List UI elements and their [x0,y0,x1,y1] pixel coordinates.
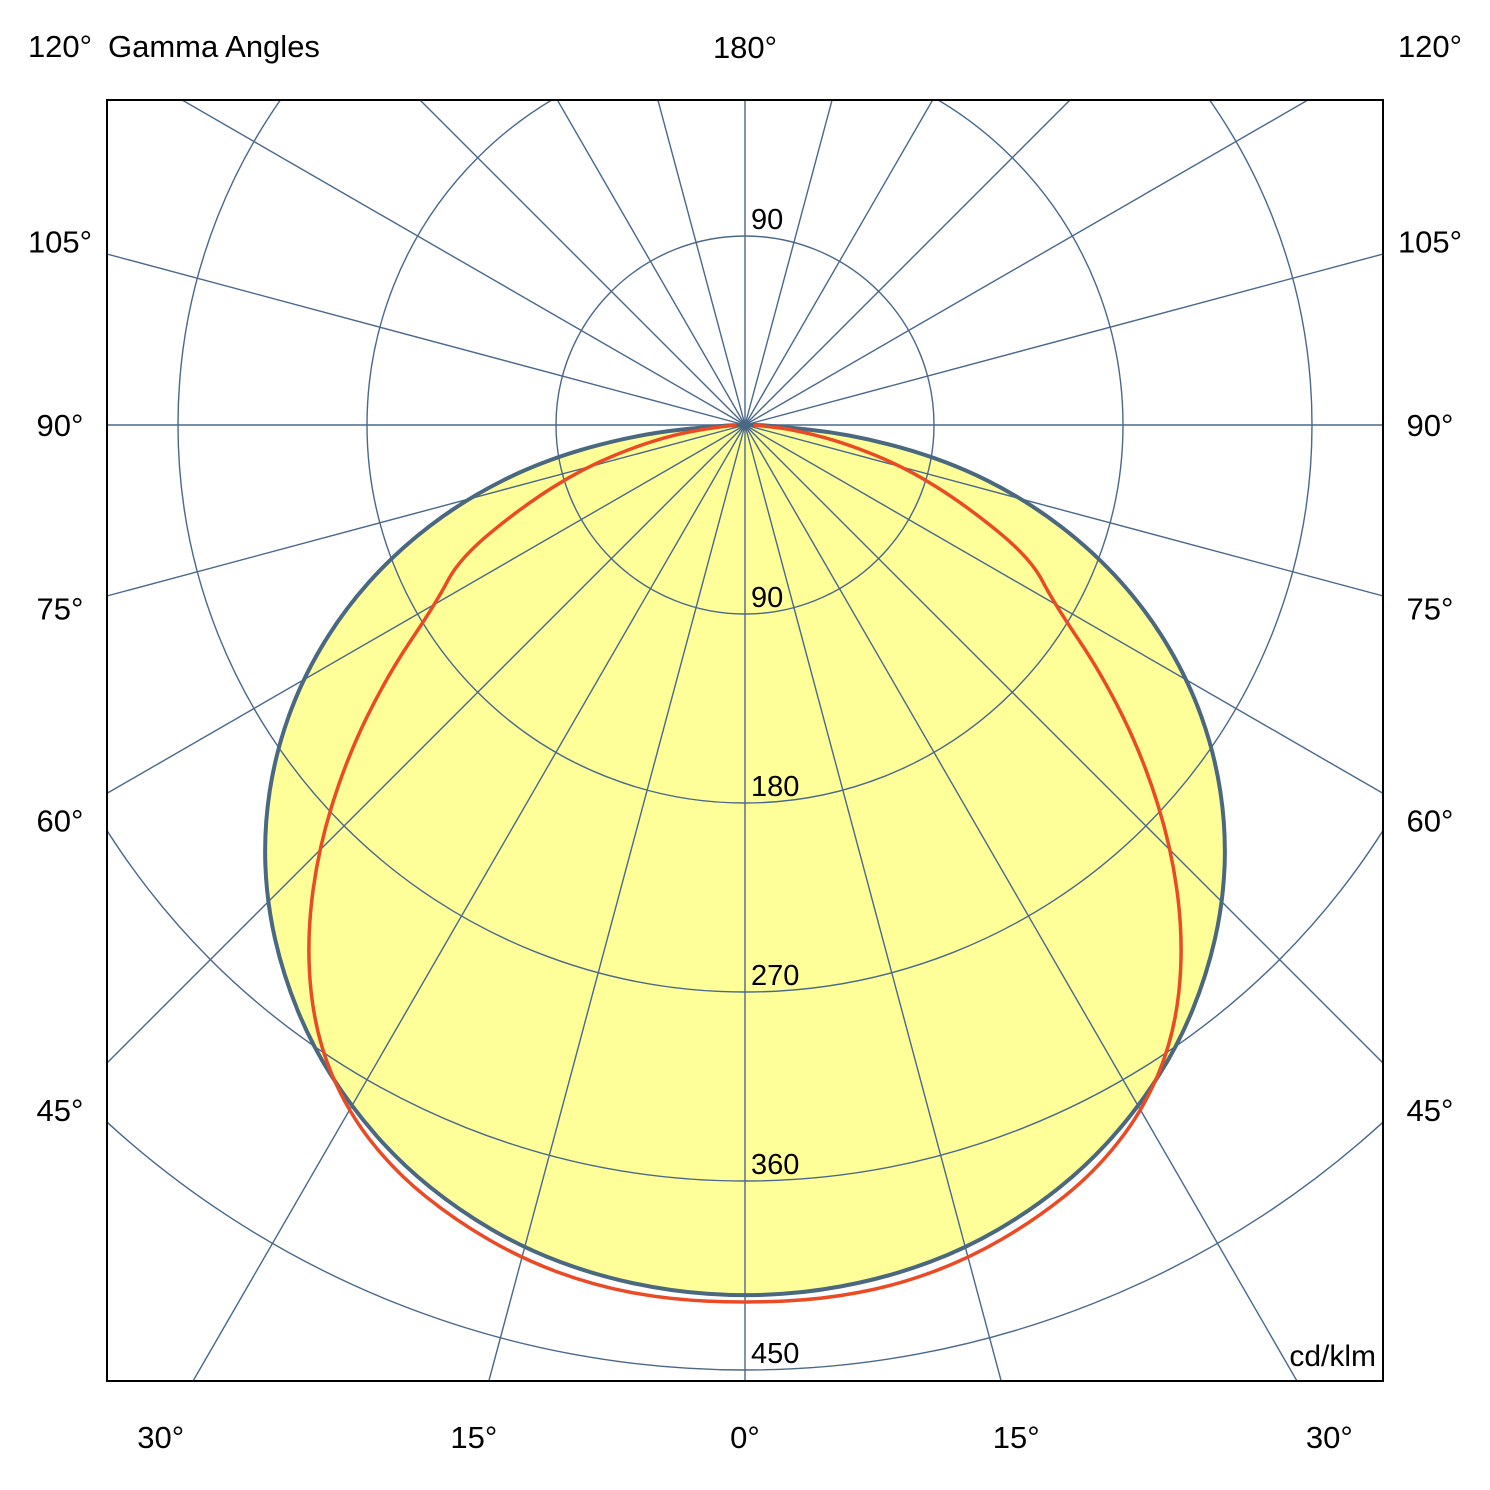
grid-spoke [744,253,1383,426]
gamma-axis-label: 120° [1398,29,1462,64]
ring-label: 360 [751,1149,799,1181]
grid-spoke [107,253,746,426]
gamma-axis-label: 45° [37,1093,84,1128]
gamma-axis-label: 75° [1407,592,1454,627]
grid-spoke [744,100,1071,426]
grid-spoke [192,424,746,1381]
grid-spoke [744,424,1383,795]
gamma-axis-label: 120° [28,29,92,64]
unit-label: cd/klm [1289,1340,1376,1373]
grid-spoke [107,424,746,1064]
ring-label: 270 [751,960,799,992]
gamma-axis-label: 105° [28,225,92,260]
grid-spoke [657,100,746,426]
plot-border [106,99,1384,1382]
gamma-axis-label: 75° [37,592,84,627]
gamma-axis-label: 45° [1407,1093,1454,1128]
grid-spoke [744,100,1310,426]
gamma-axis-label: 15° [993,1420,1040,1455]
gamma-axis-label: 30° [1306,1420,1353,1455]
gamma-axis-label: 105° [1398,225,1462,260]
curve-c0-c180-outline [263,423,1227,1298]
gamma-axis-label: 30° [137,1420,184,1455]
ring-label: 90 [751,204,783,236]
grid-spoke [744,100,833,426]
grid-spoke [107,424,746,795]
gamma-axis-label: 60° [1407,804,1454,839]
axis-labels: 120° 120° 105° 105° 90° 90° 75° 75° 60° 60° 45° 45°… [28,29,1462,1455]
chart-title: Gamma Angles [108,29,320,64]
ring-labels: 90 90 180 270 360 450 [751,204,799,1370]
grid-spoke [180,100,746,426]
gamma-axis-label: 15° [450,1420,497,1455]
curve-c90-c270 [307,423,1183,1304]
gamma-axis-label: 90° [37,408,84,443]
grid-spoke [744,424,1298,1381]
grid-spoke [419,100,746,426]
grid-spoke [556,100,746,426]
gamma-axis-label: 90° [1407,408,1454,443]
grid-spoke [744,424,1383,1064]
gamma-axis-label-top: 180° [713,30,777,65]
grid-spoke [744,100,934,426]
gamma-axis-label: 60° [37,804,84,839]
ring-label: 90 [751,582,783,614]
ring-label: 180 [751,771,799,803]
ring-label: 450 [751,1338,799,1370]
gamma-axis-label: 0° [730,1420,760,1455]
